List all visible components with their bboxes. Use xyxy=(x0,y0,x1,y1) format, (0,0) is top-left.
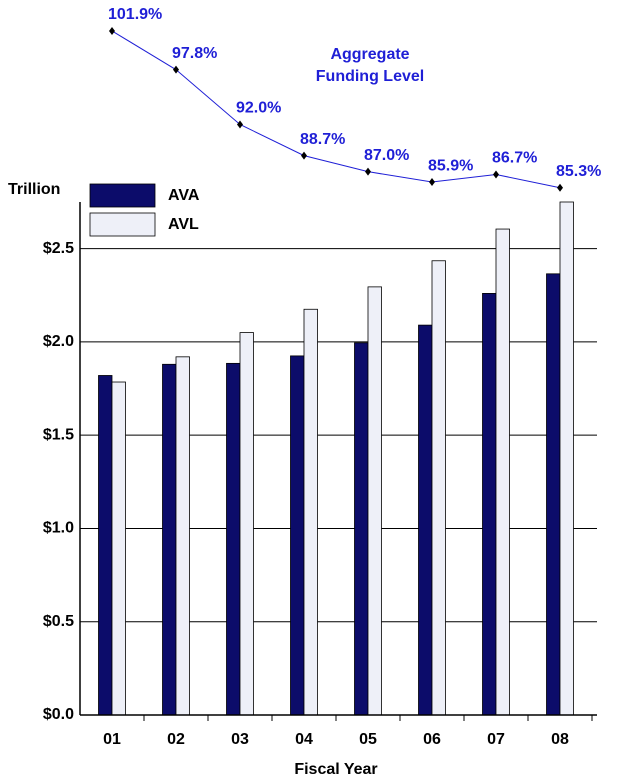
x-tick-label: 08 xyxy=(551,731,569,748)
x-tick-label: 01 xyxy=(103,731,121,748)
bar xyxy=(431,260,446,716)
value-label: 85.3% xyxy=(556,163,601,180)
value-label: 101.9% xyxy=(108,6,162,23)
marker xyxy=(557,183,563,192)
marker xyxy=(493,170,499,179)
marker xyxy=(237,120,243,129)
x-tick-label: 03 xyxy=(231,731,249,748)
y-tick-label: $1.0 xyxy=(43,520,74,537)
y-tick-label: $2.5 xyxy=(43,240,74,257)
x-tick-label: 04 xyxy=(295,731,313,748)
bar xyxy=(175,356,190,716)
bar xyxy=(111,381,126,716)
bar xyxy=(98,375,113,716)
bar xyxy=(559,201,574,716)
annotation: Aggregate Funding Level xyxy=(315,46,425,85)
y-tick-label: $0.5 xyxy=(43,613,74,630)
bar xyxy=(162,363,177,716)
value-label: 85.9% xyxy=(428,157,473,174)
x-tick-label: 07 xyxy=(487,731,505,748)
value-label: 86.7% xyxy=(492,150,537,167)
value-label: 88.7% xyxy=(300,131,345,148)
x-axis-label: Fiscal Year xyxy=(294,761,377,778)
marker xyxy=(365,167,371,176)
x-tick-label: 06 xyxy=(423,731,441,748)
x-tick-label: 02 xyxy=(167,731,185,748)
y-axis-label: Trillion xyxy=(8,181,60,198)
bar xyxy=(418,324,433,716)
legend-swatch xyxy=(89,212,156,237)
value-label: 87.0% xyxy=(364,147,409,164)
bar xyxy=(482,293,497,716)
bar xyxy=(495,228,510,716)
bar xyxy=(226,362,241,716)
value-label: 97.8% xyxy=(172,45,217,62)
bar xyxy=(239,332,254,716)
bar xyxy=(303,308,318,716)
legend-label: AVL xyxy=(168,216,199,233)
marker xyxy=(109,26,115,35)
bar xyxy=(367,286,382,716)
legend-swatch xyxy=(89,183,156,208)
bar xyxy=(354,342,369,716)
marker xyxy=(429,178,435,187)
y-tick-label: $0.0 xyxy=(43,706,74,723)
marker xyxy=(301,151,307,160)
bar xyxy=(546,273,561,716)
y-tick-label: $1.5 xyxy=(43,426,74,443)
legend-label: AVA xyxy=(168,187,200,204)
bar xyxy=(290,355,305,716)
marker xyxy=(173,65,179,74)
line xyxy=(111,30,561,189)
y-tick-label: $2.0 xyxy=(43,333,74,350)
value-label: 92.0% xyxy=(236,100,281,117)
x-tick-label: 05 xyxy=(359,731,377,748)
